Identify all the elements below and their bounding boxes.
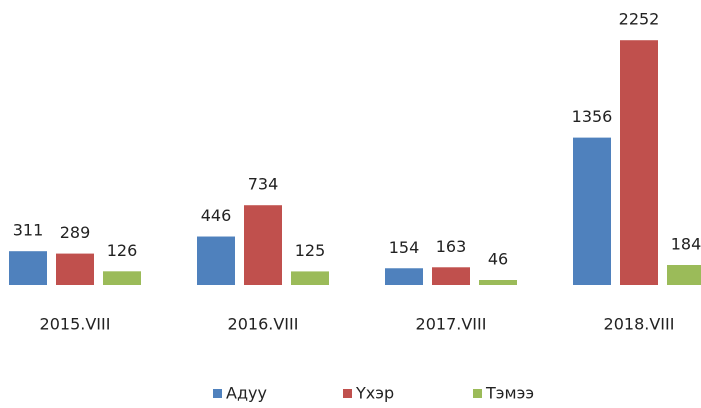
data-label: 289 — [60, 223, 91, 242]
legend-swatch — [213, 389, 222, 398]
legend-swatch — [473, 389, 482, 398]
data-label: 46 — [488, 250, 508, 269]
data-label: 2252 — [619, 10, 660, 29]
bar — [197, 236, 235, 285]
data-label: 1356 — [572, 107, 613, 126]
bar — [479, 280, 517, 285]
data-label: 446 — [201, 206, 232, 225]
bar — [244, 205, 282, 285]
data-label: 184 — [671, 235, 701, 254]
bar — [9, 251, 47, 285]
legend-label: Адуу — [226, 384, 267, 403]
x-tick-label: 2016.VIII — [228, 315, 299, 334]
bar — [56, 253, 94, 285]
bar — [103, 271, 141, 285]
legend-label: Үхэр — [355, 384, 394, 403]
bar — [573, 137, 611, 285]
data-label: 163 — [436, 237, 467, 256]
data-label: 154 — [389, 238, 420, 257]
data-label: 311 — [13, 221, 44, 240]
legend-label: Тэмээ — [485, 384, 534, 403]
x-tick-label: 2015.VIII — [40, 315, 111, 334]
x-tick-label: 2018.VIII — [604, 315, 675, 334]
bar — [291, 271, 329, 285]
data-label: 734 — [248, 175, 279, 194]
data-label: 126 — [107, 241, 138, 260]
bar — [385, 268, 423, 285]
data-label: 125 — [295, 241, 326, 260]
x-tick-label: 2017.VIII — [416, 315, 487, 334]
bar — [620, 40, 658, 285]
bar — [667, 265, 701, 285]
bar — [432, 267, 470, 285]
legend-swatch — [343, 389, 352, 398]
